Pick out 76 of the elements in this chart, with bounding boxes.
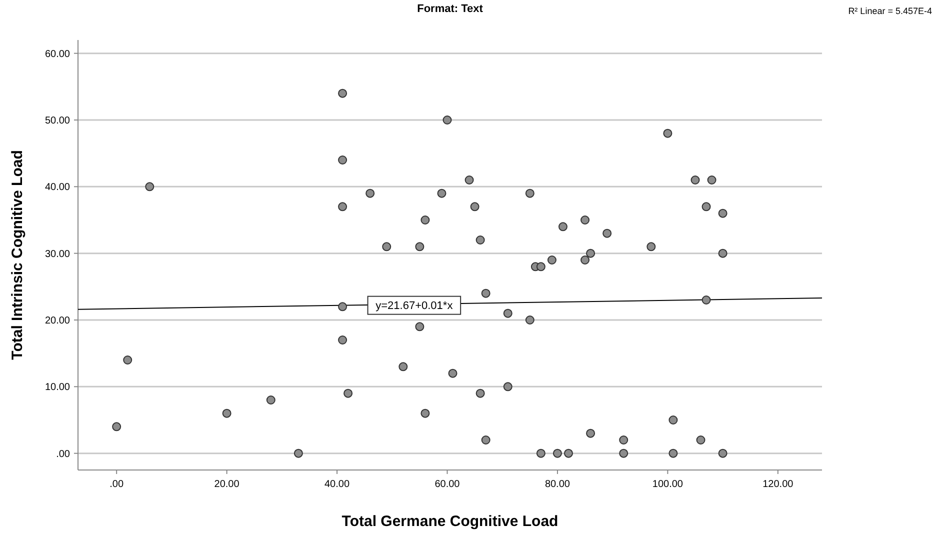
point [707,176,716,184]
point [536,262,546,272]
point [470,202,480,212]
point [123,356,132,364]
point [464,176,474,184]
point [476,236,485,244]
point [580,216,590,224]
point [525,316,534,324]
point [338,88,348,98]
x-axis-title: Total Germane Cognitive Load [342,513,558,530]
x-tick-label: 80.00 [544,479,570,490]
point [547,256,556,264]
point [415,322,424,332]
point [558,222,568,232]
text: R² Linear = 5.457E-4 [848,6,932,16]
point [481,288,490,298]
point [663,128,672,138]
point [602,228,612,238]
x-tick-label: 40.00 [324,479,350,490]
point [619,436,628,444]
y-tick-label: 30.00 [44,248,70,260]
y-tick-label: 50.00 [44,116,70,126]
point [718,248,728,258]
point [112,422,122,432]
point [382,242,392,252]
y-tick-label: 20.00 [44,316,70,326]
point [552,448,562,458]
point [564,448,573,458]
point [503,382,512,392]
x-tick-label: 60.00 [434,479,460,490]
point [690,176,700,184]
point [503,308,512,318]
point [366,188,375,198]
point [420,216,430,224]
point [442,116,452,124]
point [266,396,276,404]
point [448,368,458,378]
point [338,336,348,344]
point [586,248,596,258]
point [536,448,546,458]
point [619,448,628,458]
point [718,448,728,458]
x-tick-label: 100.00 [652,479,684,490]
y-tick-label: 10.00 [44,382,70,394]
y-tick-label: 40.00 [44,182,70,194]
point [668,416,678,424]
x-tick-label: 120.00 [762,479,794,490]
point [338,156,348,164]
point [586,428,596,438]
chart-title: Format: Text [417,3,484,15]
point [338,202,348,212]
point [145,182,154,192]
point [476,388,485,398]
point [344,388,353,398]
point [525,188,534,198]
y-axis-title: Total Intrinsic Cognitive Load [9,150,26,360]
point [702,202,711,212]
x-tick-label: 20.00 [214,479,240,490]
y-tick-label: .00 [56,448,70,460]
point [294,448,303,458]
point [646,242,656,252]
point [338,302,348,312]
point [481,436,490,444]
point [415,242,424,252]
point [437,188,446,198]
point [420,408,430,418]
annotation: y=21.67+0.01*x [376,300,454,312]
point [222,408,232,418]
point [702,296,711,304]
point [398,362,408,372]
point [580,256,590,264]
point [668,448,678,458]
y-tick-label: 60.00 [44,48,70,60]
point [696,436,706,444]
point [718,208,728,218]
x-tick-label: .00 [110,479,124,490]
